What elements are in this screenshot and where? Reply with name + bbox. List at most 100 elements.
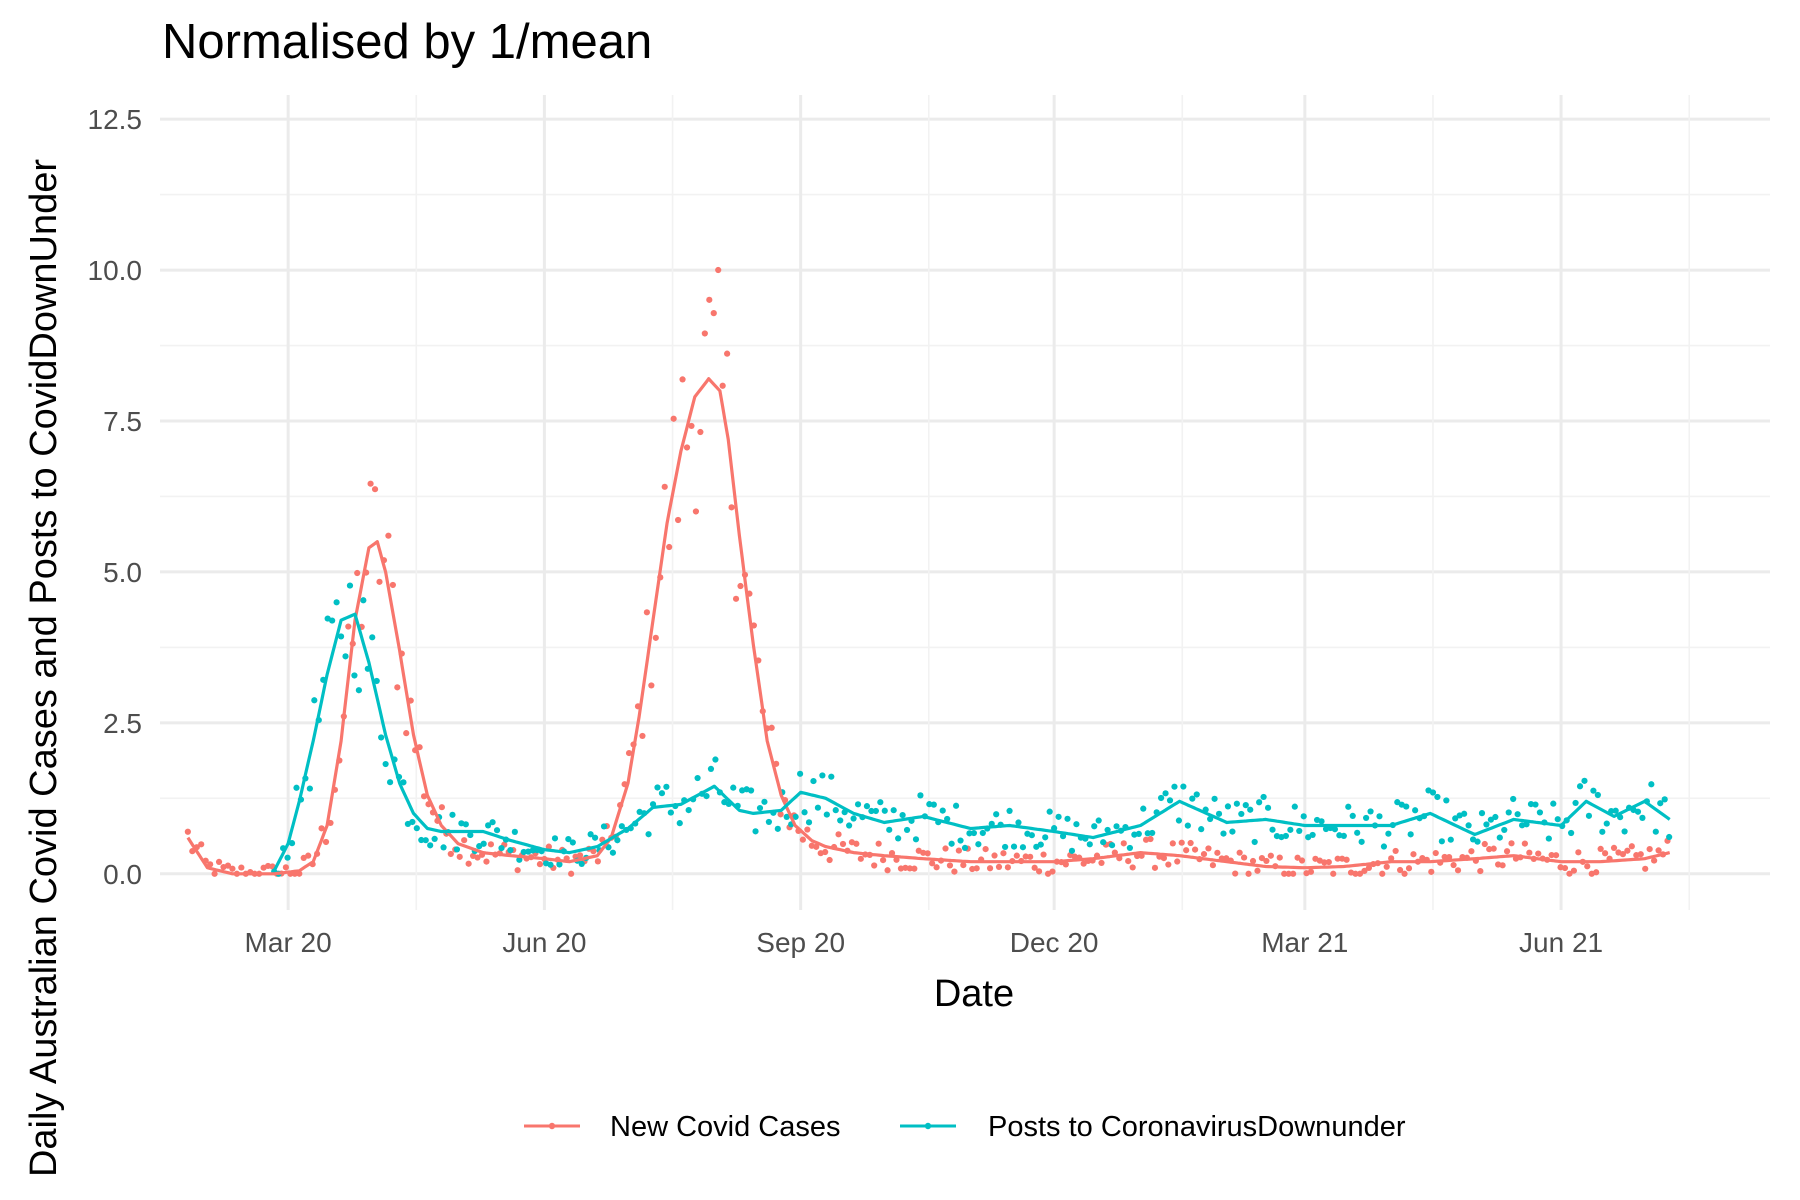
cases-point <box>1405 865 1413 872</box>
posts-point <box>1380 843 1388 850</box>
cases-point <box>951 868 958 875</box>
posts-point <box>1238 810 1245 818</box>
posts-point <box>1055 813 1062 820</box>
cases-point <box>1552 852 1560 859</box>
posts-point <box>1648 781 1655 788</box>
posts-point <box>618 823 625 830</box>
cases-point <box>906 865 913 872</box>
posts-point <box>1180 783 1187 790</box>
cases-point <box>973 865 980 872</box>
posts-point <box>814 804 822 811</box>
cases-point <box>701 330 708 337</box>
cases-point <box>1232 870 1239 877</box>
chart-title: Normalised by 1/mean <box>162 15 653 69</box>
posts-point <box>1345 803 1352 810</box>
cases-point <box>1521 840 1528 847</box>
cases-point <box>768 724 775 731</box>
cases-point <box>1428 868 1435 875</box>
cases-point <box>674 516 682 524</box>
cases-point <box>322 838 330 846</box>
posts-point <box>369 634 376 641</box>
cases-point <box>1325 858 1332 866</box>
posts-point <box>917 792 924 799</box>
cases-point <box>1388 855 1395 862</box>
posts-point <box>707 765 715 772</box>
cases-point <box>1352 870 1359 877</box>
posts-point <box>1594 791 1601 799</box>
posts-point <box>547 861 554 868</box>
cases-point <box>1062 861 1069 868</box>
cases-point <box>1236 849 1243 856</box>
cases-point <box>1098 859 1105 867</box>
posts-point <box>1603 820 1610 827</box>
cases-point <box>715 266 722 274</box>
cases-point <box>986 865 994 872</box>
cases-point <box>1450 861 1457 869</box>
posts-point <box>1309 831 1316 839</box>
cases-point <box>376 578 383 585</box>
posts-point <box>498 845 505 852</box>
posts-line <box>272 612 1671 872</box>
cases-point <box>1597 845 1604 852</box>
posts-point <box>801 809 808 816</box>
cases-point <box>853 840 860 847</box>
cases-point <box>1477 867 1484 875</box>
cases-point <box>1508 840 1515 847</box>
cases-point <box>576 852 584 859</box>
posts-point <box>485 822 492 829</box>
cases-point <box>1593 869 1600 876</box>
posts-point <box>306 785 313 792</box>
posts-point <box>1318 818 1325 825</box>
legend-label-cases: New Covid Cases <box>610 1111 840 1143</box>
posts-point <box>1505 809 1512 816</box>
cases-point <box>1468 848 1475 855</box>
posts-point <box>979 829 986 837</box>
posts-point <box>957 837 964 844</box>
posts-point <box>1162 790 1169 797</box>
cases-point <box>1281 870 1288 877</box>
posts-point <box>930 801 937 808</box>
posts-point <box>1247 806 1254 813</box>
posts-point <box>1496 834 1503 841</box>
posts-point <box>1002 843 1009 851</box>
posts-point <box>1452 815 1459 822</box>
cases-point <box>955 847 962 854</box>
posts-point <box>837 817 844 824</box>
posts-point <box>774 825 781 832</box>
posts-point <box>520 848 527 856</box>
cases-point <box>1285 870 1292 877</box>
x-tick-label: Jun 20 <box>502 927 586 958</box>
cases-point <box>804 826 811 833</box>
posts-point <box>1331 826 1339 833</box>
posts-point <box>1532 801 1539 808</box>
cases-point <box>839 840 847 848</box>
cases-point <box>354 569 361 577</box>
posts-point <box>480 840 487 847</box>
cases-point <box>1035 868 1043 875</box>
cases-point <box>1619 851 1627 858</box>
cases-point <box>1490 845 1497 852</box>
cases-point <box>1602 850 1609 857</box>
posts-point <box>1064 815 1071 822</box>
cases-point <box>1027 853 1034 860</box>
cases-point <box>1624 847 1631 854</box>
cases-point <box>1147 835 1154 843</box>
posts-point <box>1104 826 1111 834</box>
posts-point <box>1510 795 1517 803</box>
posts-point <box>948 840 955 847</box>
posts-point <box>413 825 420 832</box>
posts-point <box>1291 803 1298 810</box>
posts-point <box>1215 810 1223 817</box>
posts-point <box>1652 828 1659 835</box>
cases-point <box>1441 853 1448 861</box>
posts-point <box>1666 833 1673 841</box>
posts-point <box>493 827 501 834</box>
posts-point <box>730 784 737 791</box>
posts-point <box>1354 829 1361 836</box>
cases-point <box>207 861 214 868</box>
posts-point <box>609 849 617 856</box>
posts-point <box>805 819 813 826</box>
cases-point <box>1392 847 1399 855</box>
cases-point <box>483 858 490 865</box>
